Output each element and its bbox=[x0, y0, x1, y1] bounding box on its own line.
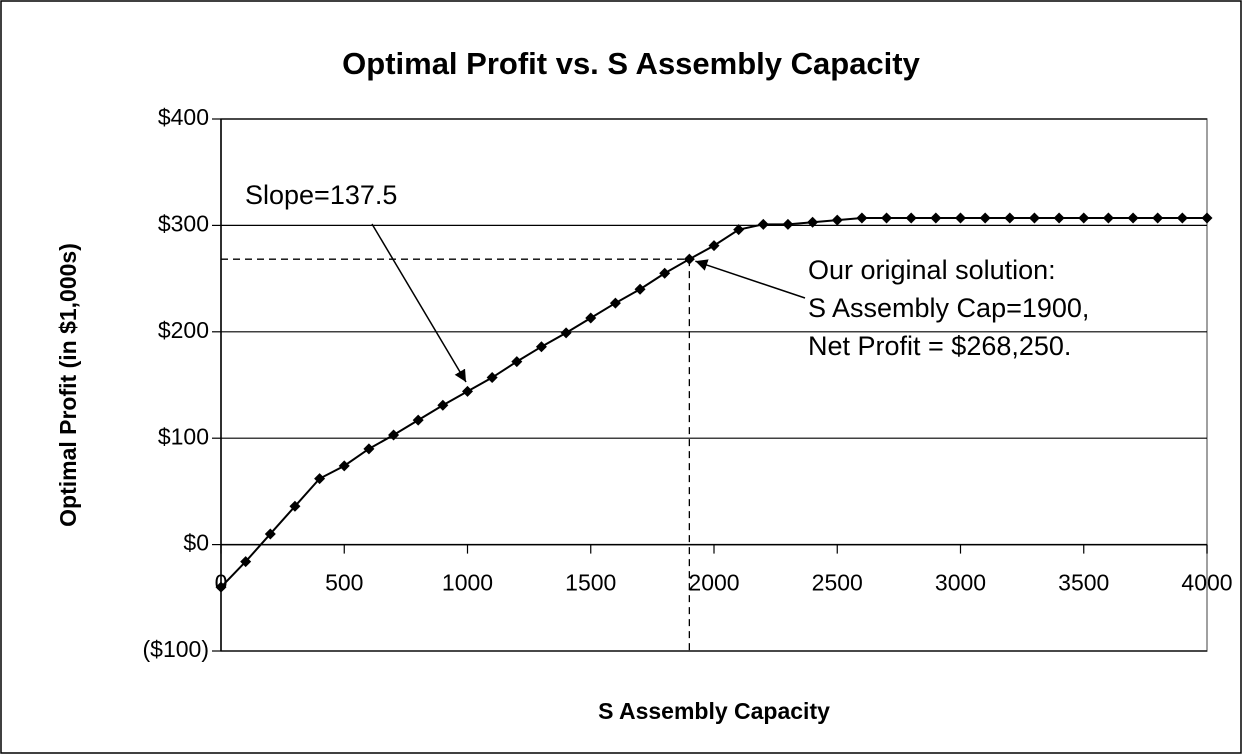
annotation: Slope=137.5 bbox=[245, 180, 397, 210]
marker bbox=[1127, 212, 1139, 224]
marker bbox=[831, 214, 843, 226]
marker bbox=[905, 212, 917, 224]
x-tick-label: 1500 bbox=[565, 570, 616, 596]
marker bbox=[856, 212, 868, 224]
marker bbox=[807, 216, 819, 228]
marker bbox=[708, 240, 720, 252]
marker bbox=[634, 283, 646, 295]
marker bbox=[1152, 212, 1164, 224]
marker bbox=[979, 212, 991, 224]
marker bbox=[1102, 212, 1114, 224]
y-axis-label: Optimal Profit (in $1,000s) bbox=[55, 243, 81, 527]
marker bbox=[659, 267, 671, 279]
marker bbox=[757, 218, 769, 230]
y-tick-label: $0 bbox=[183, 530, 209, 556]
marker bbox=[1028, 212, 1040, 224]
y-tick-label: $100 bbox=[158, 423, 209, 449]
marker bbox=[609, 297, 621, 309]
marker bbox=[388, 429, 400, 441]
marker bbox=[585, 312, 597, 324]
marker bbox=[338, 460, 350, 472]
marker bbox=[412, 414, 424, 426]
x-tick-label: 2000 bbox=[688, 570, 739, 596]
y-tick-label: $200 bbox=[158, 317, 209, 343]
y-tick-label: ($100) bbox=[143, 636, 209, 662]
marker bbox=[733, 224, 745, 236]
marker bbox=[683, 253, 695, 265]
y-tick-label: $400 bbox=[158, 104, 209, 130]
marker bbox=[1004, 212, 1016, 224]
annotation: Net Profit = $268,250. bbox=[808, 331, 1071, 361]
x-tick-label: 1000 bbox=[442, 570, 493, 596]
marker bbox=[264, 528, 276, 540]
annotation-arrow bbox=[695, 259, 806, 299]
marker bbox=[930, 212, 942, 224]
marker bbox=[289, 500, 301, 512]
x-tick-label: 500 bbox=[325, 570, 363, 596]
annotation: Our original solution: bbox=[808, 255, 1056, 285]
annotation: S Assembly Cap=1900, bbox=[808, 293, 1089, 323]
marker bbox=[240, 556, 252, 568]
annotation-arrow bbox=[371, 223, 467, 383]
marker bbox=[881, 212, 893, 224]
marker bbox=[560, 327, 572, 339]
x-tick-label: 3500 bbox=[1058, 570, 1109, 596]
marker bbox=[486, 372, 498, 384]
x-tick-label: 3000 bbox=[935, 570, 986, 596]
y-tick-label: $300 bbox=[158, 210, 209, 236]
marker bbox=[215, 581, 227, 593]
marker bbox=[363, 443, 375, 455]
x-tick-label: 4000 bbox=[1181, 570, 1232, 596]
marker bbox=[782, 218, 794, 230]
marker bbox=[437, 399, 449, 411]
marker bbox=[511, 356, 523, 368]
x-axis-label: S Assembly Capacity bbox=[598, 698, 830, 724]
marker bbox=[314, 473, 326, 485]
marker bbox=[535, 341, 547, 353]
marker bbox=[1078, 212, 1090, 224]
marker bbox=[462, 385, 473, 397]
plot-area bbox=[220, 118, 1208, 652]
marker bbox=[955, 212, 966, 224]
x-tick-label: 2500 bbox=[812, 570, 863, 596]
marker bbox=[1176, 212, 1188, 224]
chart-title: Optimal Profit vs. S Assembly Capacity bbox=[342, 46, 920, 81]
marker bbox=[1201, 212, 1213, 224]
marker bbox=[1053, 212, 1065, 224]
